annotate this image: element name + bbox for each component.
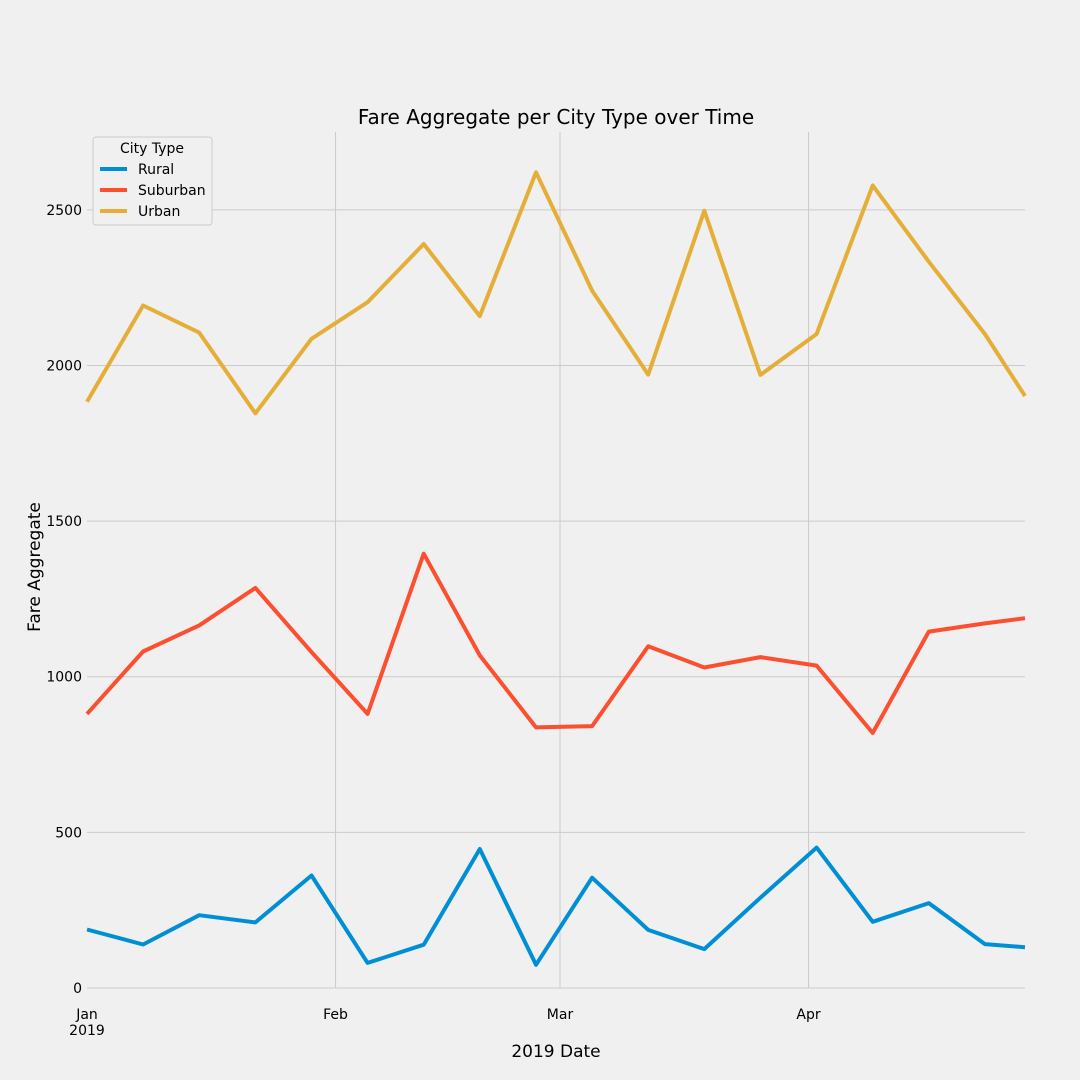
legend: City Type Rural Suburban Urban	[92, 136, 213, 226]
legend-title: City Type	[120, 141, 184, 157]
legend-label-rural: Rural	[138, 162, 174, 178]
x-tick-label: Mar	[547, 1007, 574, 1023]
x-tick-sublabel: 2019	[69, 1023, 105, 1039]
legend-label-suburban: Suburban	[138, 183, 206, 199]
x-axis-label: 2019 Date	[511, 1042, 600, 1062]
series-line-suburban	[85, 551, 1026, 735]
y-tick-label: 1500	[46, 514, 82, 530]
series-lines	[85, 170, 1027, 967]
y-tick-label: 2000	[46, 358, 82, 374]
chart-title: Fare Aggregate per City Type over Time	[358, 105, 754, 129]
legend-label-urban: Urban	[138, 204, 180, 220]
legend-frame	[92, 136, 213, 226]
x-tick-label: Jan	[75, 1007, 98, 1023]
y-tick-labels: 0 500 1000 1500 2000 2500	[46, 203, 82, 997]
y-tick-label: 1000	[46, 670, 82, 686]
series-line-rural	[86, 845, 1026, 967]
y-tick-label: 2500	[46, 203, 82, 219]
y-tick-label: 500	[55, 825, 82, 841]
y-tick-label: 0	[73, 981, 82, 997]
x-tick-label: Feb	[323, 1007, 348, 1023]
series-line-urban	[85, 170, 1027, 416]
y-axis-label: Fare Aggregate	[25, 502, 45, 632]
x-tick-label: Apr	[796, 1007, 820, 1023]
